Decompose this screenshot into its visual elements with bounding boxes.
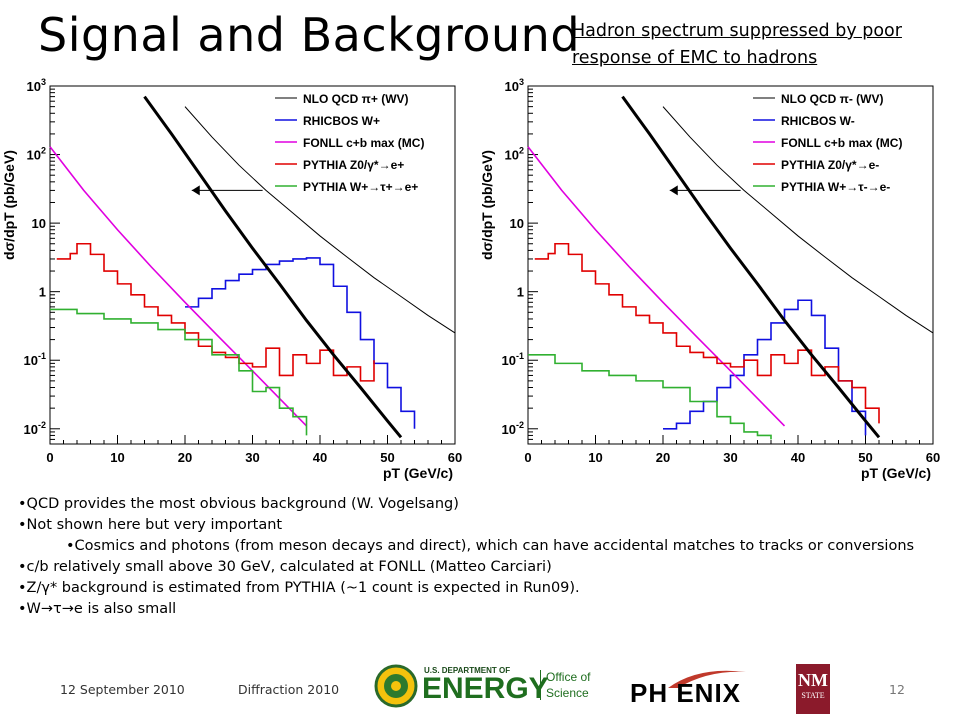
y-tick-base: 10 [27,79,41,94]
nmsu-text-state: STATE [801,691,825,700]
signal-curve [143,95,403,439]
y-tick-exp: 3 [41,77,46,87]
y-tick-label: 10-2 [24,420,46,437]
phenix-text: PH ENIX [630,678,742,708]
legend-entry: FONLL c+b max (MC) [781,136,902,150]
series-line [527,146,786,427]
hadron-note-line2: response of EMC to hadrons [572,48,818,68]
y-tick-exp: -1 [38,351,46,361]
y-tick-exp: -1 [516,351,524,361]
x-axis-label: pT (GeV/c) [383,465,453,481]
bullet-w-tau: •W→τ→e is also small [18,601,177,617]
hadron-note-line1: Hadron spectrum suppressed by poor [572,21,902,41]
x-tick-label: 30 [245,450,259,465]
series-line [528,354,772,440]
legend-entry: PYTHIA Z0/γ*→e- [781,158,879,172]
office-text-1: Office of [540,670,590,684]
y-tick-base: 10 [505,148,519,163]
series-line [663,299,867,436]
x-tick-label: 50 [858,450,872,465]
doe-logo: U.S. DEPARTMENT OF ENERGY Office of Scie… [374,664,594,708]
y-tick-label: 10-2 [502,420,524,437]
bullet-list: •QCD provides the most obvious backgroun… [18,494,948,620]
y-tick-label: 103 [505,77,524,94]
y-tick-label: 10 [510,216,524,231]
phenix-bird-icon [668,670,746,688]
series-line [185,257,416,429]
x-tick-label: 60 [926,450,940,465]
doe-big-text: ENERGY [422,672,549,705]
legend-entry: PYTHIA Z0/γ*→e+ [303,158,404,172]
y-tick-base: 10 [27,148,41,163]
x-axis-label: pT (GeV/c) [861,465,931,481]
x-tick-label: 20 [656,450,670,465]
y-tick-label: 10-1 [24,351,46,368]
y-tick-base: 10 [24,353,38,368]
bullet-not-shown: •Not shown here but very important [18,517,283,533]
x-tick-label: 60 [448,450,462,465]
y-axis-label: dσ/dpT (pb/GeV) [479,150,495,260]
legend-entry: RHICBOS W+ [303,114,380,128]
doe-seal-icon [374,664,418,708]
hadron-note: Hadron spectrum suppressed by poor respo… [572,18,952,72]
y-tick-base: 10 [502,422,516,437]
x-tick-label: 10 [588,450,602,465]
legend-entry: PYTHIA W+→τ-→e- [781,180,890,194]
legend-entry: NLO QCD π+ (WV) [303,92,409,106]
x-tick-label: 40 [313,450,327,465]
annotation-arrowhead [669,185,678,196]
legend-entry: PYTHIA W+→τ+→e+ [303,180,418,194]
x-tick-label: 0 [524,450,531,465]
bullet-z-gamma: •Z/γ* background is estimated from PYTHI… [18,580,580,596]
x-tick-label: 10 [110,450,124,465]
y-tick-exp: 2 [519,146,524,156]
y-tick-label: 10 [32,216,46,231]
y-tick-base: 10 [505,79,519,94]
y-tick-exp: -2 [516,420,524,430]
x-tick-label: 40 [791,450,805,465]
office-text-2: Science [540,686,589,700]
series-line [184,106,456,334]
y-axis-label: dσ/dpT (pb/GeV) [1,150,17,260]
footer-date: 12 September 2010 [60,682,185,697]
legend-entry: RHICBOS W- [781,114,855,128]
y-tick-exp: 3 [519,77,524,87]
x-tick-label: 50 [380,450,394,465]
annotation-arrowhead [191,185,200,196]
series-line [534,242,880,424]
y-tick-label: 1 [517,285,524,300]
bullet-cb: •c/b relatively small above 30 GeV, calc… [18,559,552,575]
nmsu-text-nm: NM [798,670,828,690]
y-tick-label: 102 [505,146,524,163]
y-tick-base: 10 [24,422,38,437]
bullet-cosmics: •Cosmics and photons (from meson decays … [66,538,915,554]
y-tick-label: 102 [27,146,46,163]
slide-title: Signal and Background [38,8,581,62]
series-line [49,146,308,427]
bullet-qcd: •QCD provides the most obvious backgroun… [18,496,459,512]
y-tick-label: 10-1 [502,351,524,368]
legend-entry: FONLL c+b max (MC) [303,136,424,150]
page-number: 12 [889,682,905,697]
y-tick-base: 10 [502,353,516,368]
phenix-logo: PH ENIX [630,668,780,708]
nmsu-logo: NM STATE [796,664,830,714]
series-line [50,308,308,436]
legend-entry: NLO QCD π- (WV) [781,92,884,106]
y-tick-label: 1 [39,285,46,300]
footer-event: Diffraction 2010 [238,682,340,697]
doe-small-text: U.S. DEPARTMENT OF [424,666,511,675]
x-tick-label: 20 [178,450,192,465]
y-tick-label: 103 [27,77,46,94]
x-tick-label: 0 [46,450,53,465]
signal-curve [621,95,881,439]
y-tick-exp: -2 [38,420,46,430]
y-tick-exp: 2 [41,146,46,156]
series-line [662,106,934,334]
x-tick-label: 30 [723,450,737,465]
